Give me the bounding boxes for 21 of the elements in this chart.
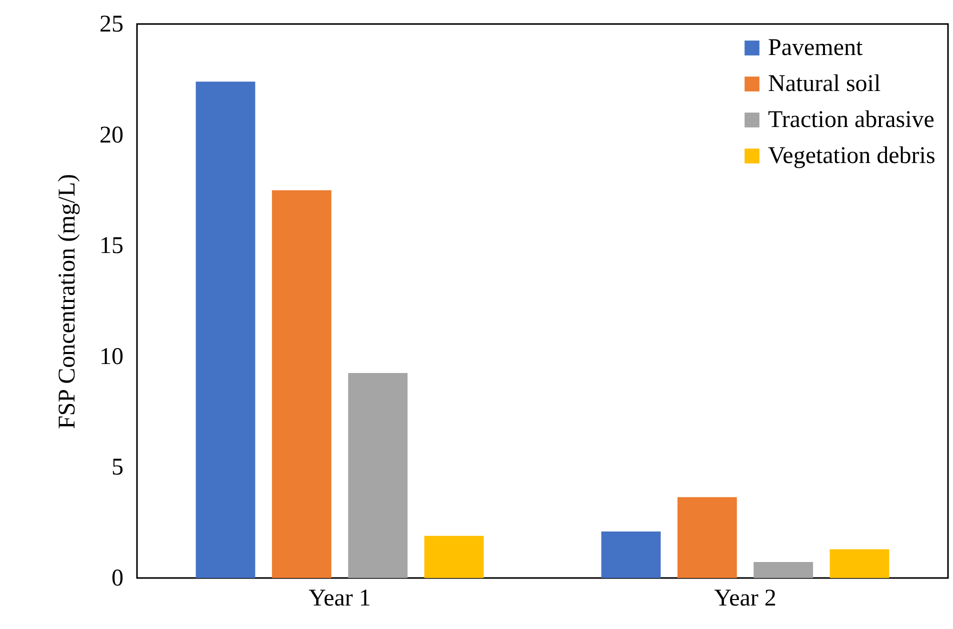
- y-tick-label: 0: [112, 566, 124, 592]
- bar: [196, 82, 256, 578]
- x-tick-label: Year 2: [714, 586, 776, 612]
- y-tick-label: 10: [100, 344, 124, 370]
- x-tick-label: Year 1: [308, 586, 371, 612]
- bar: [601, 531, 661, 578]
- bar: [272, 190, 332, 578]
- bar: [424, 536, 484, 578]
- y-tick-label: 20: [100, 122, 124, 148]
- bar: [677, 497, 737, 578]
- bar: [754, 562, 814, 578]
- bar: [348, 373, 408, 578]
- y-tick-label: 25: [100, 12, 124, 38]
- y-tick-label: 5: [112, 454, 124, 481]
- legend-label: Vegetation debris: [768, 143, 936, 169]
- legend-label: Natural soil: [768, 71, 881, 97]
- bar: [830, 549, 890, 578]
- legend-label: Pavement: [768, 35, 863, 61]
- y-axis-title: FSP Concentration (mg/L): [54, 174, 80, 430]
- legend-label: Traction abrasive: [768, 107, 934, 133]
- y-tick-label: 15: [100, 233, 124, 260]
